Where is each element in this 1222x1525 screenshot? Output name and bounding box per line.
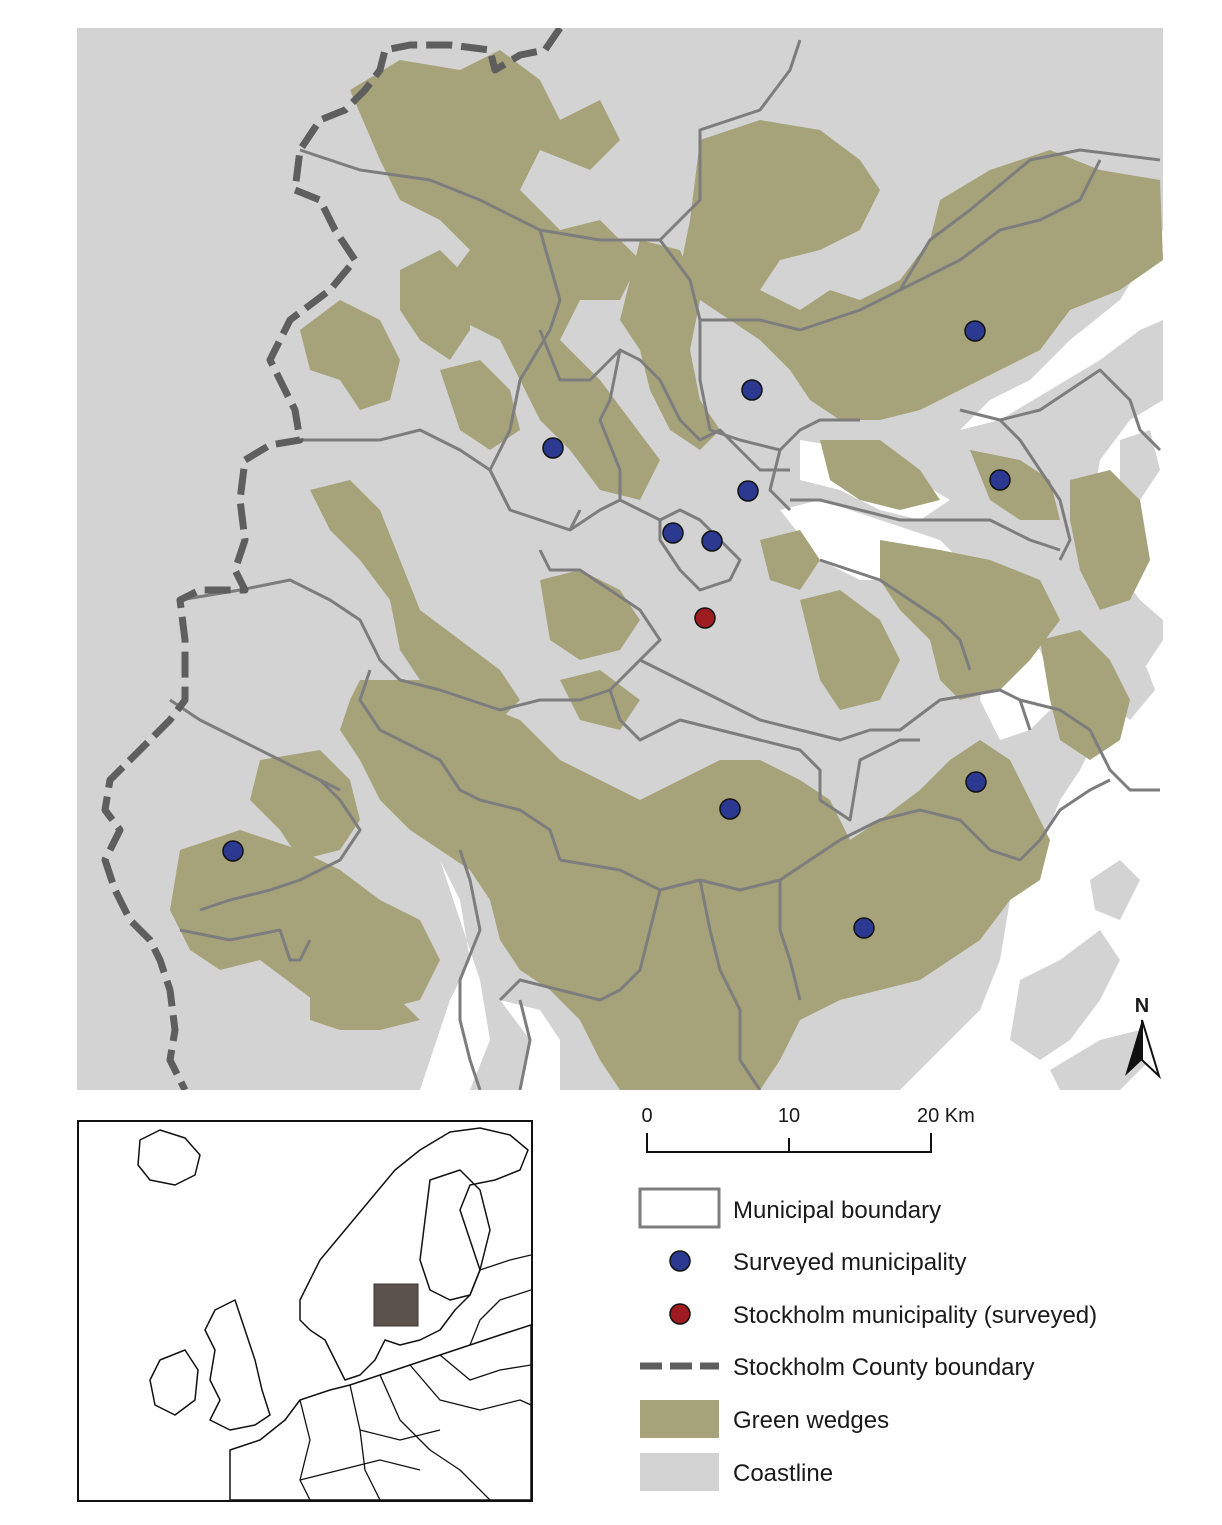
surveyed-marker[interactable] <box>965 771 987 793</box>
legend-swatch-stockholm <box>669 1303 691 1325</box>
north-arrow-icon <box>1125 1019 1162 1080</box>
inset-finland <box>419 1169 491 1301</box>
legend-item-county: Stockholm County boundary <box>640 1354 1035 1381</box>
county-boundary <box>101 28 563 1090</box>
legend-label-coast: Coastline <box>733 1460 833 1487</box>
scale-tick-label-10: 10 <box>778 1105 800 1127</box>
surveyed-marker[interactable] <box>222 840 244 862</box>
main-map: N <box>77 28 1163 1090</box>
inset-borders <box>299 1254 531 1500</box>
legend-swatch-green <box>640 1400 719 1438</box>
legend-item-coast: Coastline <box>640 1453 833 1491</box>
inset-great-britain <box>204 1299 271 1431</box>
legend-item-municipal: Municipal boundary <box>638 1187 941 1229</box>
surveyed-marker[interactable] <box>542 437 564 459</box>
legend-swatch-coast <box>640 1453 719 1491</box>
stockholm-marker[interactable] <box>694 607 716 629</box>
surveyed-marker[interactable] <box>737 480 759 502</box>
legend-label-stockholm: Stockholm municipality (surveyed) <box>733 1302 1097 1329</box>
legend-label-green: Green wedges <box>733 1407 889 1434</box>
scale-bar-line <box>646 1133 932 1153</box>
surveyed-marker[interactable] <box>853 917 875 939</box>
legend-label-municipal: Municipal boundary <box>733 1197 941 1224</box>
inset-ireland <box>149 1349 199 1416</box>
legend-label-county: Stockholm County boundary <box>733 1354 1035 1381</box>
surveyed-marker[interactable] <box>964 320 986 342</box>
legend-swatch-surveyed <box>669 1250 691 1272</box>
north-arrow: N <box>1125 995 1162 1080</box>
legend-label-surveyed: Surveyed municipality <box>733 1249 966 1276</box>
surveyed-marker[interactable] <box>741 379 763 401</box>
north-arrow-label: N <box>1135 995 1149 1017</box>
scale-tick-label-0: 0 <box>641 1105 652 1127</box>
legend-item-stockholm: Stockholm municipality (surveyed) <box>669 1302 1097 1329</box>
legend: Municipal boundary Surveyed municipality… <box>638 1187 1097 1491</box>
inset-scandinavia <box>299 1127 529 1381</box>
surveyed-marker[interactable] <box>701 530 723 552</box>
legend-item-green: Green wedges <box>640 1400 889 1438</box>
surveyed-markers <box>222 320 1011 939</box>
scale-tick-label-20: 20 Km <box>917 1105 975 1127</box>
scale-bar: 0 10 20 Km <box>641 1105 975 1153</box>
surveyed-marker[interactable] <box>662 522 684 544</box>
inset-iceland <box>137 1129 201 1186</box>
legend-swatch-municipal <box>638 1187 721 1229</box>
surveyed-marker[interactable] <box>719 798 741 820</box>
inset-study-area-highlight <box>373 1283 419 1327</box>
legend-item-surveyed: Surveyed municipality <box>669 1249 966 1276</box>
green-wedges <box>170 50 1163 1090</box>
surveyed-marker[interactable] <box>989 469 1011 491</box>
inset-map <box>77 1120 533 1502</box>
